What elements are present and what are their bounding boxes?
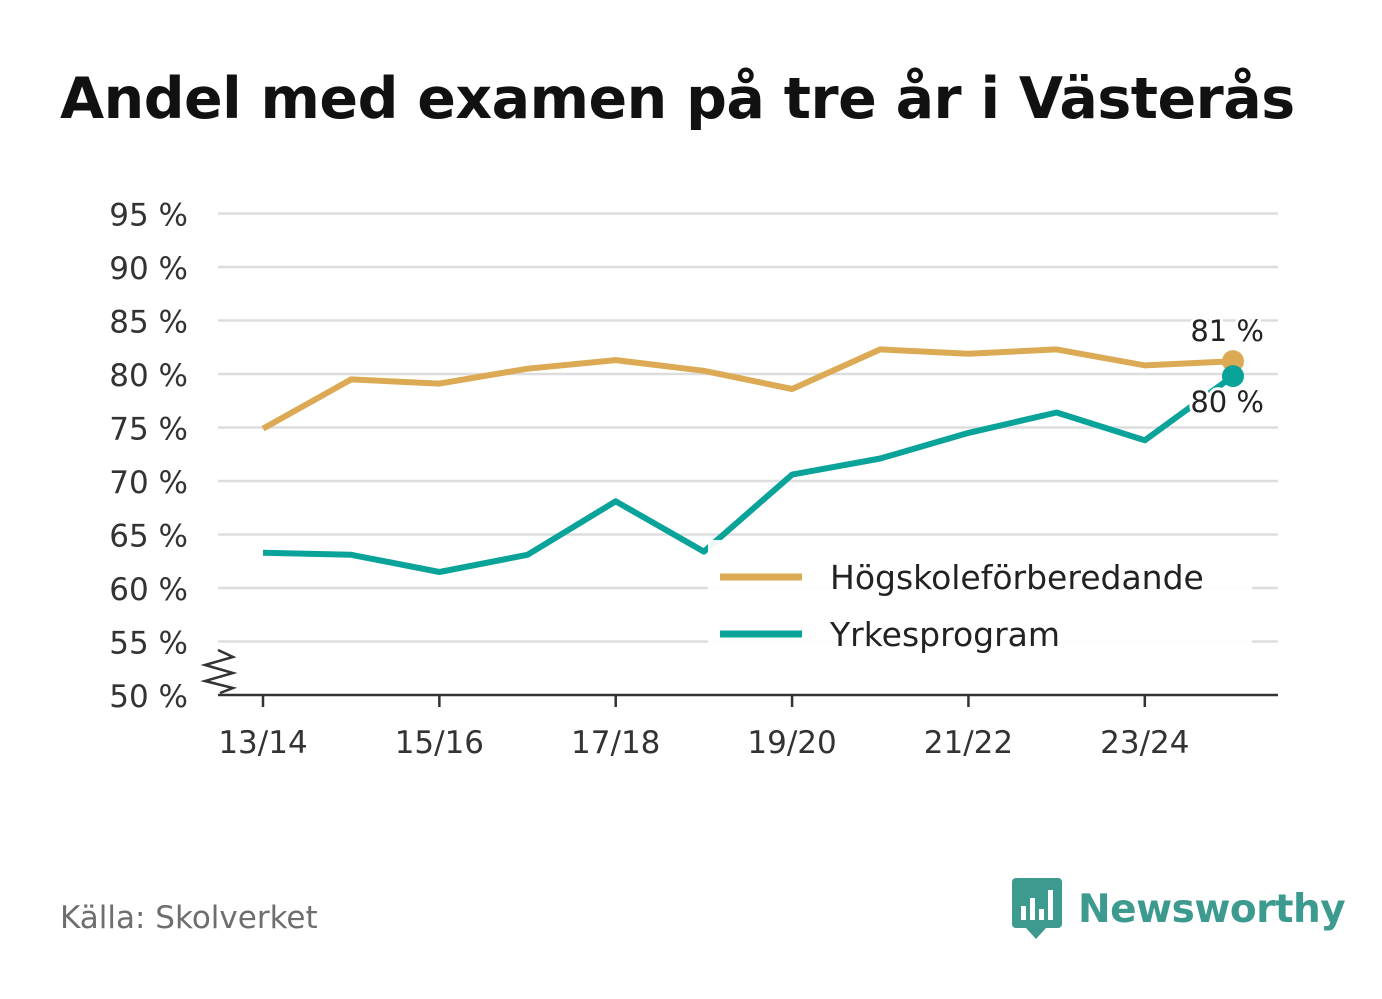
end-value-label: 81 % bbox=[1190, 314, 1264, 348]
end-value-label: 80 % bbox=[1190, 385, 1264, 419]
y-tick-label: 60 % bbox=[109, 572, 188, 608]
x-tick-label: 13/14 bbox=[218, 725, 307, 761]
legend: Högskoleförberedande Yrkesprogram bbox=[708, 540, 1252, 654]
y-tick-label: 80 % bbox=[109, 358, 188, 394]
y-tick-label: 50 % bbox=[109, 679, 188, 715]
y-tick-label: 70 % bbox=[109, 465, 188, 501]
x-tick-label: 17/18 bbox=[571, 725, 660, 761]
y-tick-label: 65 % bbox=[109, 519, 188, 555]
source-note: Källa: Skolverket bbox=[60, 900, 318, 936]
x-tick-label: 21/22 bbox=[924, 725, 1013, 761]
chart-title: Andel med examen på tre år i Västerås bbox=[60, 66, 1295, 132]
y-axis-break-icon bbox=[200, 648, 238, 695]
series-lines bbox=[261, 346, 1235, 575]
y-tick-label: 75 % bbox=[109, 412, 188, 448]
legend-label: Yrkesprogram bbox=[829, 615, 1060, 654]
x-tick-label: 15/16 bbox=[395, 725, 484, 761]
legend-label: Högskoleförberedande bbox=[830, 558, 1204, 597]
end-labels: 81 % 80 % bbox=[1187, 311, 1267, 422]
series-line-0 bbox=[261, 346, 1234, 432]
brand-logo: Newsworthy bbox=[1012, 878, 1346, 940]
x-tick-label: 23/24 bbox=[1100, 725, 1189, 761]
brand-name: Newsworthy bbox=[1078, 886, 1346, 932]
series-line-1 bbox=[262, 373, 1235, 575]
y-tick-label: 85 % bbox=[109, 305, 188, 341]
y-tick-label: 95 % bbox=[109, 198, 188, 234]
y-tick-label: 55 % bbox=[109, 626, 188, 662]
y-tick-label: 90 % bbox=[109, 251, 188, 287]
bar-chart-speech-bubble-icon bbox=[1012, 878, 1062, 939]
x-tick-label: 19/20 bbox=[747, 725, 836, 761]
end-marker bbox=[1221, 365, 1244, 388]
axes: 50 % 55 % 60 % 65 % 70 % 75 % 80 % 85 % 90 % 95 %… bbox=[109, 198, 1278, 761]
legend-box bbox=[708, 540, 1252, 648]
